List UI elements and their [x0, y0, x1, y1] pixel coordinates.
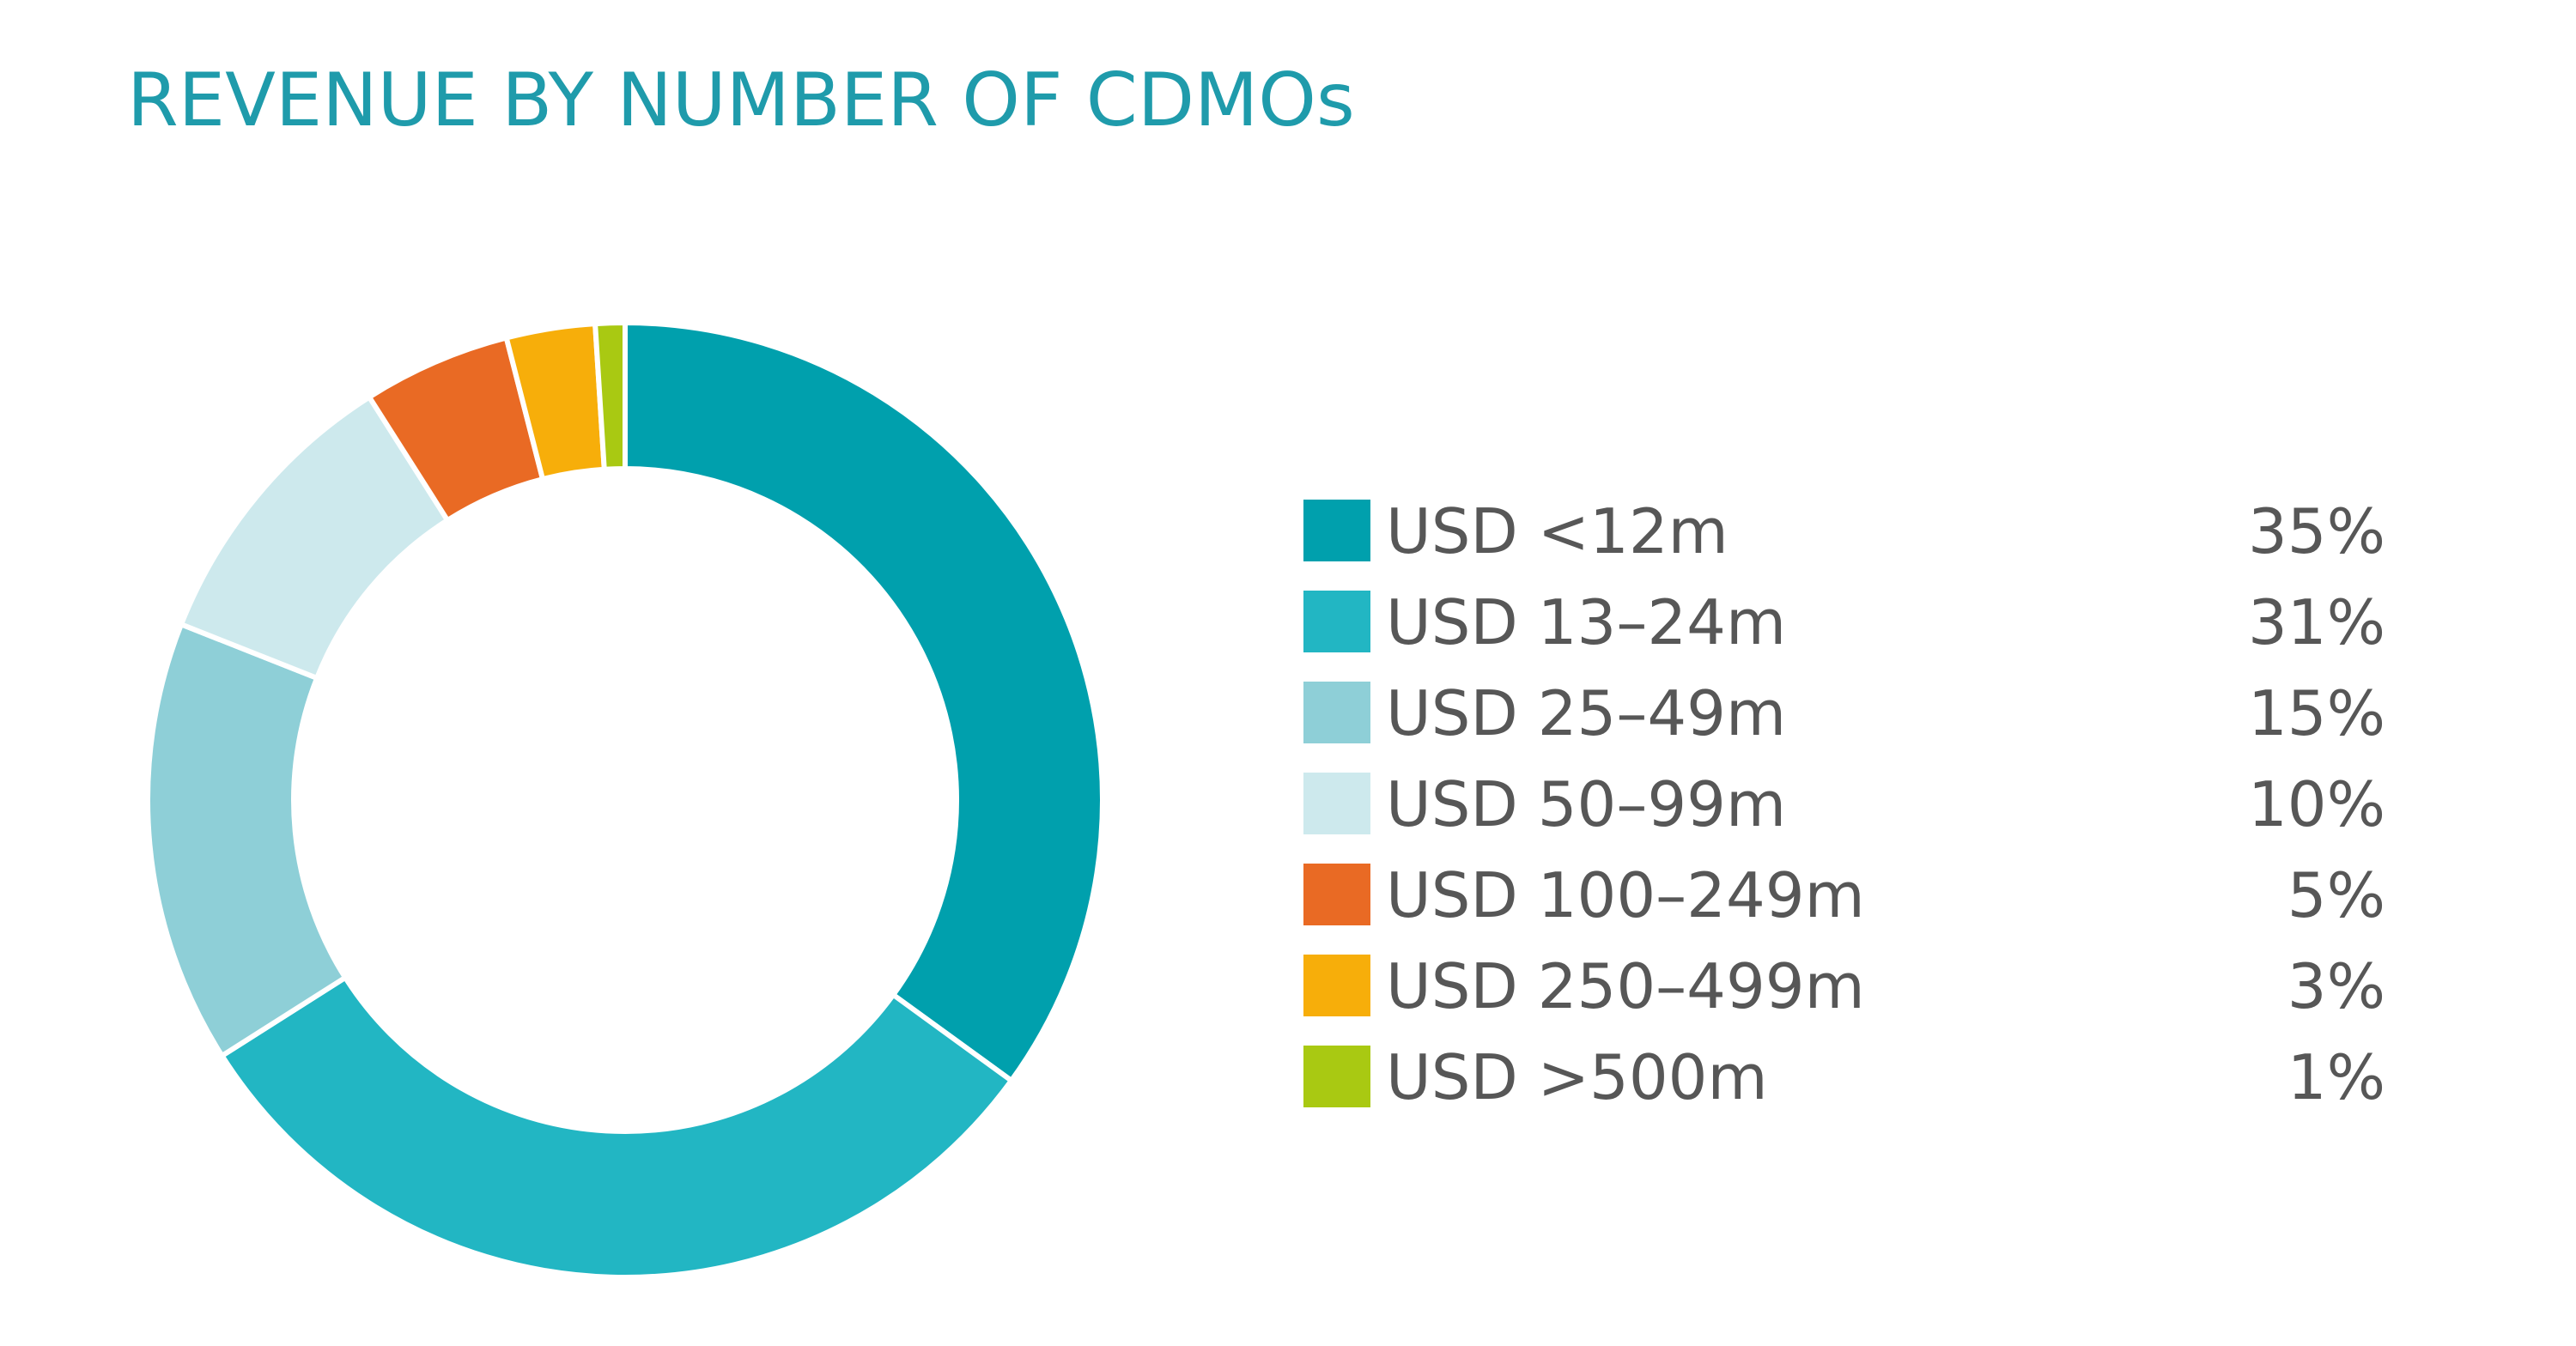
legend-value: 31% [2247, 586, 2385, 658]
legend-value: 10% [2247, 768, 2385, 840]
legend-label: USD >500m [1386, 1041, 1768, 1113]
donut-chart [145, 319, 1105, 1280]
legend-swatch [1303, 1046, 1370, 1107]
legend-swatch [1303, 773, 1370, 834]
chart-title: REVENUE BY NUMBER OF CDMOs [127, 58, 1355, 143]
legend-label: USD 25–49m [1386, 677, 1787, 749]
chart-legend: USD <12m 35% USD 13–24m 31% USD 25–49m 1… [1303, 496, 2385, 1133]
legend-label: USD <12m [1386, 495, 1728, 567]
legend-swatch [1303, 682, 1370, 743]
donut-slice [218, 973, 1016, 1280]
legend-label: USD 13–24m [1386, 586, 1787, 658]
legend-swatch [1303, 500, 1370, 561]
legend-value: 1% [2287, 1041, 2385, 1113]
donut-slice [623, 319, 1105, 1085]
legend-swatch [1303, 955, 1370, 1016]
legend-value: 35% [2247, 495, 2385, 567]
legend-value: 5% [2287, 859, 2385, 931]
legend-swatch [1303, 591, 1370, 652]
donut-slices [145, 319, 1105, 1280]
legend-value: 15% [2247, 677, 2385, 749]
legend-item: USD <12m 35% [1303, 496, 2385, 587]
legend-label: USD 250–499m [1386, 950, 1865, 1022]
legend-label: USD 50–99m [1386, 768, 1787, 840]
legend-item: USD 13–24m 31% [1303, 587, 2385, 678]
legend-item: USD >500m 1% [1303, 1042, 2385, 1133]
legend-label: USD 100–249m [1386, 859, 1865, 931]
legend-swatch [1303, 864, 1370, 925]
donut-slice [592, 319, 628, 472]
legend-value: 3% [2287, 950, 2385, 1022]
donut-slice [145, 621, 349, 1060]
legend-item: USD 250–499m 3% [1303, 951, 2385, 1042]
legend-item: USD 25–49m 15% [1303, 678, 2385, 769]
legend-item: USD 50–99m 10% [1303, 769, 2385, 860]
legend-item: USD 100–249m 5% [1303, 860, 2385, 951]
